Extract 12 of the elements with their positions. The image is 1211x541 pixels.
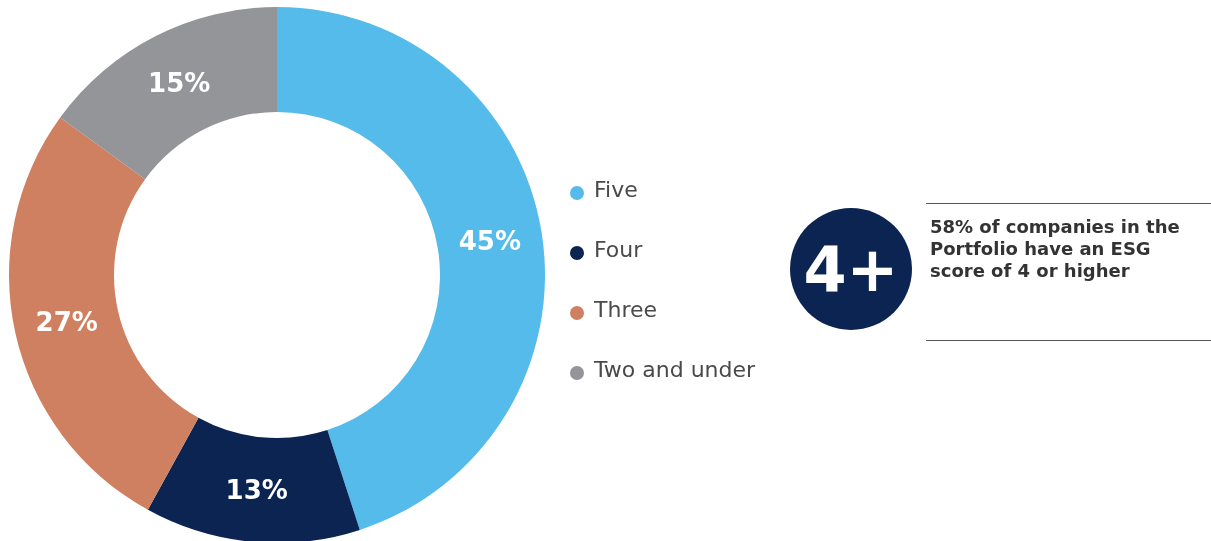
donut-slice — [9, 117, 199, 510]
legend-label: Three — [594, 297, 658, 322]
data-label: 15% — [148, 67, 211, 98]
data-label: 27% — [35, 307, 98, 338]
legend-label: Two and under — [594, 357, 756, 382]
legend-label: Four — [594, 237, 643, 262]
donut-slice — [147, 417, 360, 541]
text: 58% of companies in the Portfolio have an ESG score of 4 or higher — [930, 216, 1181, 282]
donut-slice — [60, 7, 277, 180]
legend-label: Five — [594, 177, 638, 202]
data-label: 45% — [458, 226, 521, 257]
data-label: 13% — [225, 474, 288, 505]
